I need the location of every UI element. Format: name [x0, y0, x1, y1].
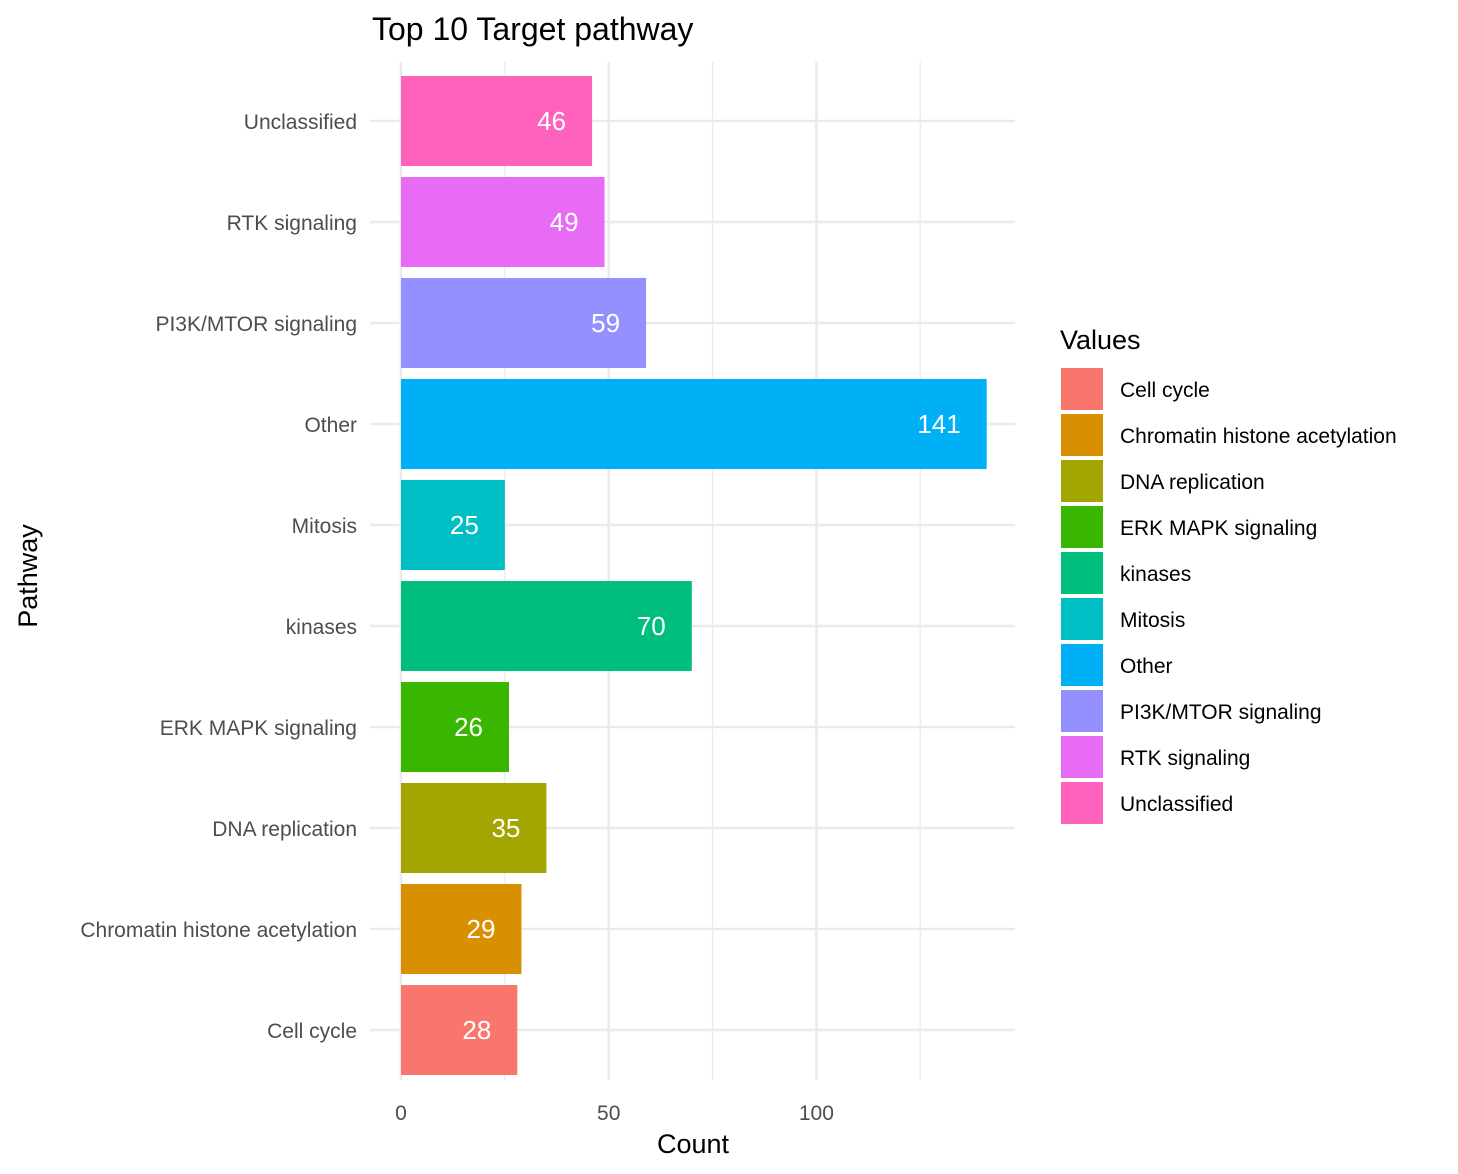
bar-mitosis [401, 480, 505, 570]
y-tick-label: Mitosis [292, 515, 357, 538]
x-tick-label: 0 [395, 1102, 407, 1125]
bar-erk-mapk-signaling [401, 682, 510, 772]
y-tick-label: Cell cycle [267, 1020, 357, 1043]
bar-pi3k-mtor-signaling [401, 278, 647, 368]
legend-label: PI3K/MTOR signaling [1120, 701, 1322, 724]
legend-key-erk-mapk-signaling [1061, 506, 1103, 548]
legend-label: ERK MAPK signaling [1120, 517, 1317, 540]
legend-label: DNA replication [1120, 471, 1265, 494]
legend-label: Cell cycle [1120, 379, 1210, 402]
bar-value-label: 35 [491, 813, 520, 843]
x-axis-title: Count [657, 1129, 730, 1159]
bar-value-label: 59 [591, 308, 620, 338]
legend-label: Chromatin histone acetylation [1120, 425, 1397, 448]
bars [401, 76, 987, 1075]
legend-key-other [1061, 644, 1103, 686]
y-tick-label: kinases [286, 616, 357, 639]
bar-value-label: 46 [537, 106, 566, 136]
legend-label: Mitosis [1120, 609, 1185, 632]
bar-kinases [401, 581, 692, 671]
y-tick-label: Other [304, 414, 357, 437]
legend-label: kinases [1120, 563, 1191, 586]
legend-key-pi3k-mtor-signaling [1061, 690, 1103, 732]
x-tick-label: 100 [799, 1102, 834, 1125]
y-tick-label: Unclassified [244, 111, 357, 134]
legend-key-rtk-signaling [1061, 736, 1103, 778]
bar-chromatin-histone-acetylation [401, 884, 522, 974]
legend-key-unclassified [1061, 782, 1103, 824]
y-axis-title: Pathway [13, 524, 43, 628]
bar-value-label: 25 [450, 510, 479, 540]
bar-cell-cycle [401, 985, 518, 1075]
bar-value-label: 141 [917, 409, 960, 439]
y-tick-label: PI3K/MTOR signaling [155, 313, 357, 336]
y-tick-label: Chromatin histone acetylation [80, 919, 357, 942]
x-axis-tick-labels: 0 50 100 [395, 1102, 834, 1125]
legend-label: Other [1120, 655, 1173, 678]
y-tick-label: RTK signaling [227, 212, 357, 235]
legend-key-mitosis [1061, 598, 1103, 640]
bar-value-label: 26 [454, 712, 483, 742]
bar-value-label: 70 [637, 611, 666, 641]
legend-key-chromatin-histone-acetylation [1061, 414, 1103, 456]
bar-value-label: 28 [462, 1015, 491, 1045]
y-tick-label: ERK MAPK signaling [160, 717, 357, 740]
bar-unclassified [401, 76, 593, 166]
legend-key-cell-cycle [1061, 368, 1103, 410]
chart-title: Top 10 Target pathway [372, 11, 693, 47]
bar-value-label: 29 [467, 914, 496, 944]
legend-key-dna-replication [1061, 460, 1103, 502]
legend: Values Cell cycle Chromatin histone acety… [1060, 325, 1397, 824]
bar-rtk-signaling [401, 177, 605, 267]
y-tick-label: DNA replication [212, 818, 357, 841]
legend-label: RTK signaling [1120, 747, 1250, 770]
x-tick-label: 50 [597, 1102, 620, 1125]
bar-dna-replication [401, 783, 547, 873]
bar-value-label: 49 [550, 207, 579, 237]
bar-labels: 28 29 35 26 70 25 141 59 49 46 [450, 106, 961, 1045]
y-axis-tick-labels: Cell cycle Chromatin histone acetylation D… [80, 111, 357, 1043]
legend-key-kinases [1061, 552, 1103, 594]
legend-label: Unclassified [1120, 793, 1233, 816]
legend-title: Values [1060, 325, 1141, 355]
bar-other [401, 379, 987, 469]
